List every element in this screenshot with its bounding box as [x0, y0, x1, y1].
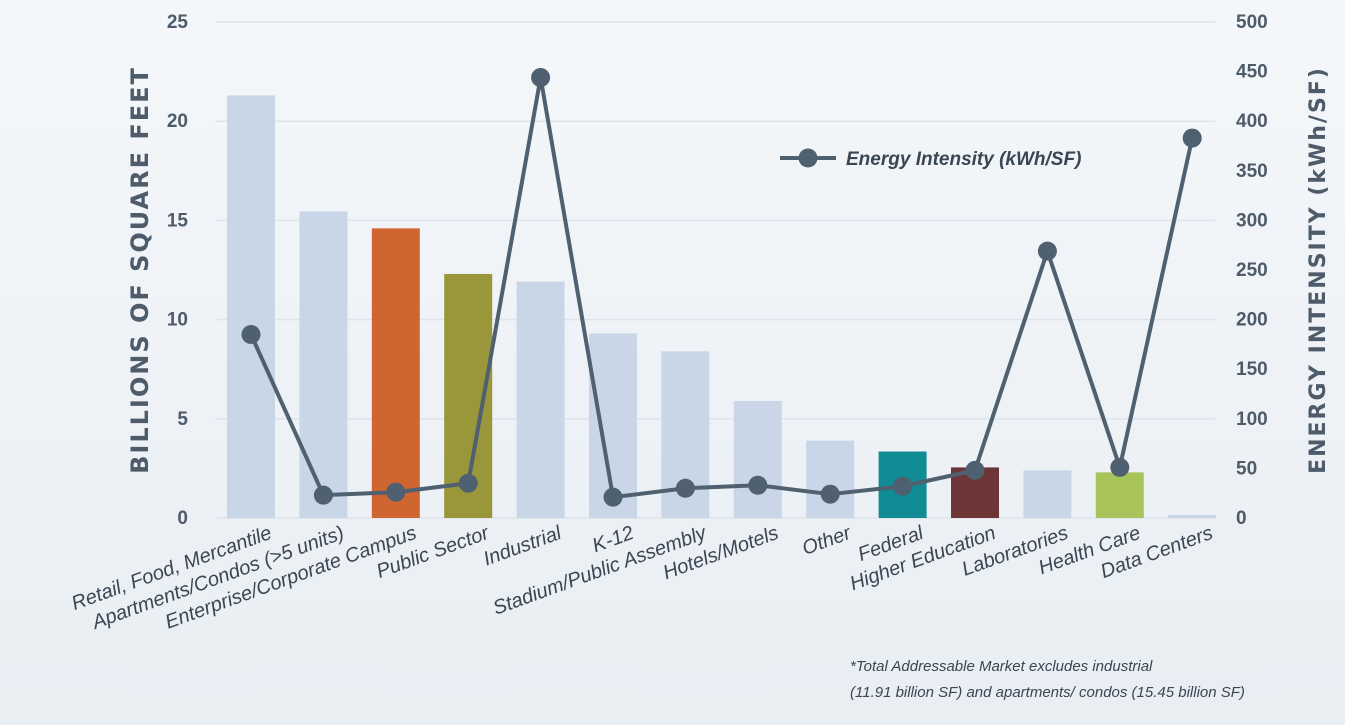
y2-tick-label-4: 200 — [1236, 310, 1268, 331]
y2-tick-label-8: 400 — [1236, 111, 1268, 132]
energy-intensity-point-10 — [965, 460, 985, 480]
energy-intensity-point-13 — [1182, 128, 1202, 148]
bar-2 — [371, 228, 420, 518]
bar-11 — [1023, 470, 1072, 518]
footnote-line-2: (11.91 billion SF) and apartments/ condo… — [850, 684, 1245, 701]
energy-intensity-point-12 — [1110, 457, 1130, 477]
y2-axis-title: ENERGY INTENSITY (kWh/SF) — [1306, 66, 1331, 474]
y-tick-label-0: 0 — [177, 508, 188, 529]
bar-1 — [299, 211, 348, 519]
bar-8 — [806, 440, 855, 518]
energy-intensity-point-3 — [458, 473, 478, 493]
y-tick-label-4: 20 — [167, 111, 188, 132]
energy-intensity-point-8 — [820, 484, 840, 504]
y-tick-label-1: 5 — [177, 409, 188, 430]
footnote-line-1: *Total Addressable Market excludes indus… — [850, 658, 1153, 675]
bar-7 — [733, 400, 782, 518]
x-tick-label-8: Other — [799, 522, 855, 560]
y-tick-label-3: 15 — [167, 210, 189, 231]
legend-marker — [798, 148, 818, 168]
energy-intensity-point-0 — [241, 324, 261, 344]
legend-label: Energy Intensity (kWh/SF) — [846, 149, 1081, 170]
y2-tick-label-5: 250 — [1236, 260, 1268, 281]
y2-tick-label-3: 150 — [1236, 359, 1268, 380]
energy-intensity-point-2 — [386, 482, 406, 502]
y-tick-label-2: 10 — [167, 310, 188, 331]
energy-intensity-point-9 — [893, 476, 913, 496]
energy-intensity-point-11 — [1037, 241, 1057, 261]
y2-tick-label-10: 500 — [1236, 12, 1268, 33]
bar-4 — [516, 281, 565, 518]
y2-tick-label-9: 450 — [1236, 62, 1268, 83]
y2-tick-label-2: 100 — [1236, 409, 1268, 430]
energy-intensity-point-4 — [531, 68, 551, 88]
energy-intensity-point-5 — [603, 487, 623, 507]
bar-0 — [227, 95, 275, 519]
energy-intensity-point-7 — [748, 475, 768, 495]
y2-tick-label-1: 50 — [1236, 458, 1257, 479]
y2-tick-label-6: 300 — [1236, 210, 1268, 231]
energy-intensity-point-6 — [675, 478, 695, 498]
y-tick-label-5: 25 — [167, 12, 189, 33]
y2-tick-label-0: 0 — [1236, 508, 1247, 529]
y2-tick-label-7: 350 — [1236, 161, 1268, 182]
energy-intensity-point-1 — [313, 485, 333, 505]
y-axis-title: BILLIONS OF SQUARE FEET — [126, 66, 154, 474]
bar-13 — [1168, 515, 1217, 518]
x-tick-label-4: Industrial — [481, 522, 565, 571]
energy-intensity-line — [249, 75, 1195, 500]
bar-12 — [1095, 472, 1144, 518]
